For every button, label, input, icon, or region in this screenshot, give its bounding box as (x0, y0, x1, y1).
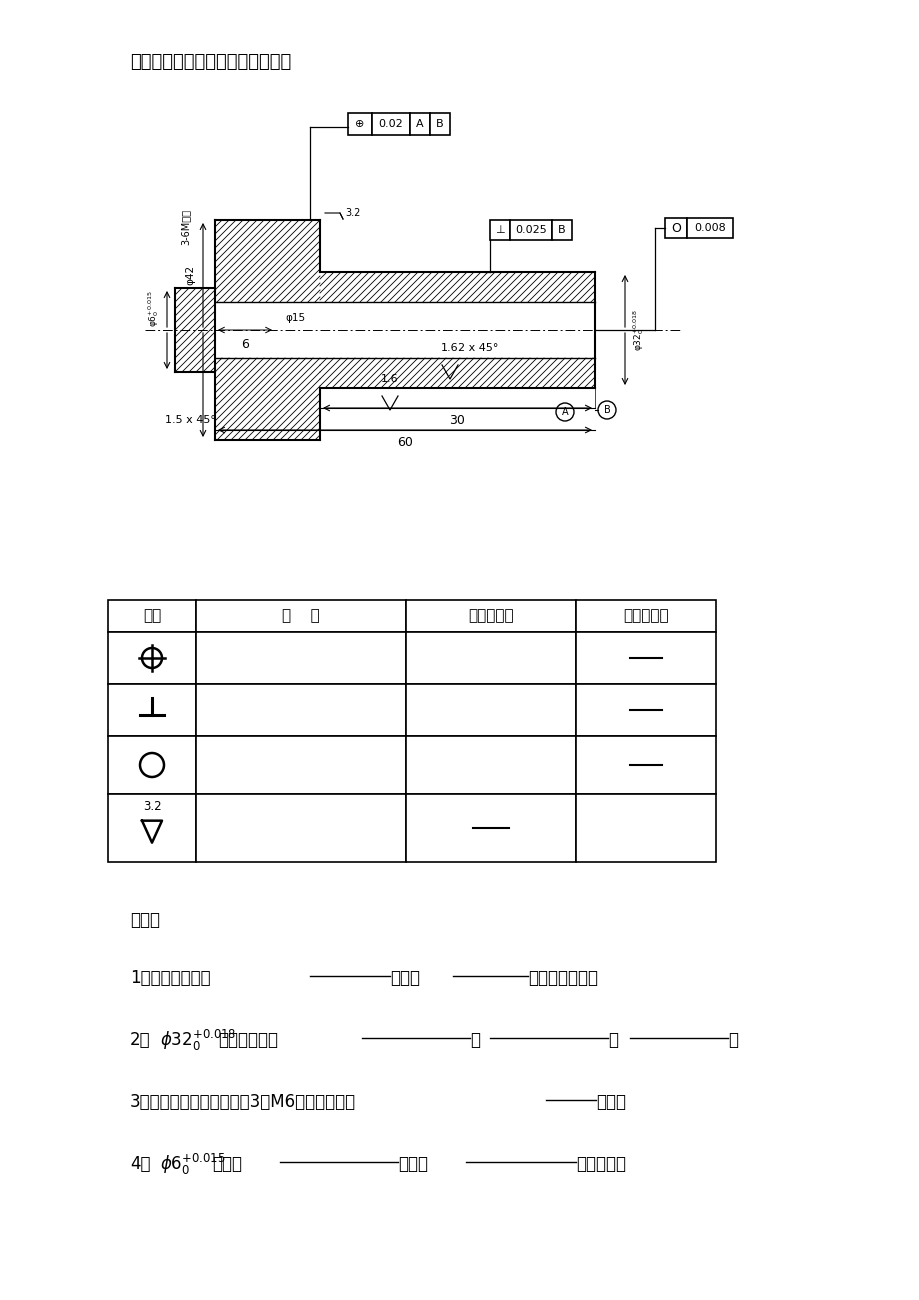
Text: 公差值大小: 公差值大小 (468, 608, 513, 624)
Text: 3.2: 3.2 (142, 800, 161, 812)
Text: 填空：: 填空： (130, 911, 160, 930)
Text: 名    称: 名 称 (282, 608, 320, 624)
Text: 4）: 4） (130, 1154, 151, 1173)
Bar (509, 220, 551, 240)
Bar (551, 220, 572, 240)
Text: A: A (415, 120, 424, 129)
Bar (196, 684, 405, 736)
Text: φ32$_0^{+0.018}$: φ32$_0^{+0.018}$ (630, 309, 645, 351)
Bar (575, 632, 715, 684)
Text: 1.6: 1.6 (380, 374, 398, 384)
Bar (405, 684, 575, 736)
Text: 加工方案采用: 加工方案采用 (218, 1031, 278, 1049)
Text: 刀具和: 刀具和 (398, 1154, 427, 1173)
Text: 和: 和 (607, 1031, 618, 1049)
Bar (108, 736, 196, 794)
Text: 最大允许值: 最大允许值 (622, 608, 668, 624)
Bar (405, 632, 575, 684)
Bar (108, 632, 196, 684)
Bar (575, 684, 715, 736)
Text: 可采用: 可采用 (211, 1154, 242, 1173)
Text: ⊕: ⊕ (355, 120, 364, 129)
Text: 1.5 x 45°: 1.5 x 45° (165, 415, 215, 425)
Bar (405, 736, 575, 794)
Bar (575, 794, 715, 862)
Text: $\phi$32$_0^{+0.018}$: $\phi$32$_0^{+0.018}$ (160, 1027, 236, 1053)
Text: 四、按图示零件填写下表并填空。: 四、按图示零件填写下表并填空。 (130, 53, 291, 72)
Bar (405, 601, 575, 632)
Text: B: B (436, 120, 443, 129)
Bar (686, 218, 732, 238)
Text: φ6$_0^{+0.015}$: φ6$_0^{+0.015}$ (146, 291, 161, 328)
Text: 60: 60 (397, 436, 413, 448)
Text: 。: 。 (727, 1031, 737, 1049)
Bar (196, 736, 405, 794)
Text: 机床和: 机床和 (390, 968, 420, 987)
Bar (108, 684, 196, 736)
Bar (108, 601, 196, 632)
Text: 刀具加工。: 刀具加工。 (575, 1154, 625, 1173)
Text: B: B (603, 406, 609, 415)
Text: B: B (558, 225, 565, 235)
Text: 工具。: 工具。 (596, 1093, 625, 1112)
Text: 2）: 2） (130, 1031, 151, 1049)
Bar (575, 601, 715, 632)
Text: $\phi$6$_0^{+0.015}$: $\phi$6$_0^{+0.015}$ (160, 1152, 225, 1176)
Bar (347, 113, 371, 135)
Bar (371, 113, 410, 135)
Bar (490, 220, 509, 240)
Bar (410, 113, 429, 135)
Text: 1）该零件应采用: 1）该零件应采用 (130, 968, 210, 987)
Text: 符号: 符号 (142, 608, 161, 624)
Bar (575, 736, 715, 794)
Text: 1.6: 1.6 (441, 343, 459, 354)
Text: 3-6M孔平: 3-6M孔平 (180, 209, 190, 244)
Text: 3.2: 3.2 (345, 208, 360, 218)
Text: 30: 30 (449, 413, 465, 426)
Text: 0.02: 0.02 (379, 120, 403, 129)
Text: 2 x 45°: 2 x 45° (458, 343, 498, 354)
Bar (196, 794, 405, 862)
Bar (108, 794, 196, 862)
Text: 机床进行加工。: 机床进行加工。 (528, 968, 597, 987)
Bar (196, 601, 405, 632)
Bar (405, 794, 575, 862)
Text: 0.025: 0.025 (515, 225, 546, 235)
Text: ⊥: ⊥ (494, 225, 505, 235)
Text: 、: 、 (470, 1031, 480, 1049)
Text: φ42: φ42 (185, 265, 195, 285)
Text: A: A (562, 407, 568, 417)
Bar (429, 113, 449, 135)
Text: O: O (670, 221, 680, 234)
Text: 3）如果采用手工方法加工3个M6的螺纹应使用: 3）如果采用手工方法加工3个M6的螺纹应使用 (130, 1093, 356, 1112)
Text: φ15: φ15 (285, 313, 305, 322)
Text: 6: 6 (241, 338, 249, 351)
Bar (664, 218, 686, 238)
Text: 0.008: 0.008 (693, 224, 725, 233)
Bar (196, 632, 405, 684)
